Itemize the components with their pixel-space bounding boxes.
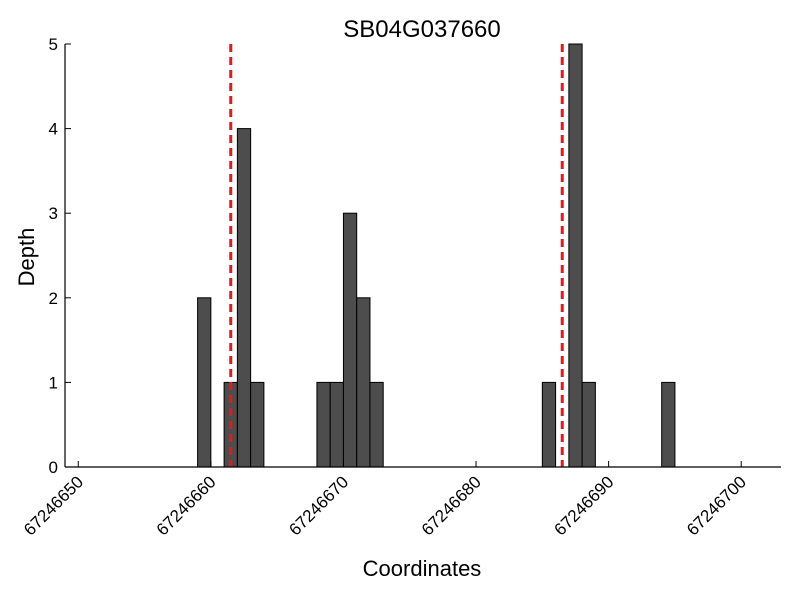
bar-5 <box>329 381 344 468</box>
bar-9 <box>541 381 557 468</box>
bar-2 <box>236 128 252 468</box>
x-ticks-group: 67246650 67246660 67246670 67246680 67246690… <box>20 461 750 539</box>
bar-6 <box>342 212 358 468</box>
bar-10 <box>568 43 583 468</box>
x-tick-label-2: 67246670 <box>285 472 352 539</box>
y-tick-label-5: 5 <box>49 35 58 54</box>
bar-8 <box>369 381 384 468</box>
x-tick-label-3: 67246680 <box>418 472 485 539</box>
y-tick-label-0: 0 <box>49 458 58 477</box>
bars-group <box>197 43 676 468</box>
bar-11 <box>581 381 596 468</box>
x-tick-label-4: 67246690 <box>551 472 618 539</box>
x-tick-label-1: 67246660 <box>153 472 220 539</box>
reference-lines-group <box>229 44 564 467</box>
y-tick-label-1: 1 <box>49 373 58 392</box>
bar-0 <box>197 297 212 468</box>
x-tick-label-0: 67246650 <box>20 472 87 539</box>
bar-12 <box>661 381 676 468</box>
y-tick-label-2: 2 <box>49 289 58 308</box>
x-axis-label: Coordinates <box>363 556 482 581</box>
y-tick-label-4: 4 <box>49 120 58 139</box>
chart-title: SB04G037660 <box>343 16 500 43</box>
x-tick-label-5: 67246700 <box>683 472 750 539</box>
axes-group <box>64 44 781 468</box>
bar-7 <box>356 297 371 468</box>
y-axis-label: Depth <box>14 228 39 287</box>
y-tick-label-3: 3 <box>49 204 58 223</box>
bar-4 <box>316 381 331 468</box>
y-ticks-group: 0 1 2 3 4 5 <box>49 35 71 477</box>
bar-3 <box>250 381 265 468</box>
